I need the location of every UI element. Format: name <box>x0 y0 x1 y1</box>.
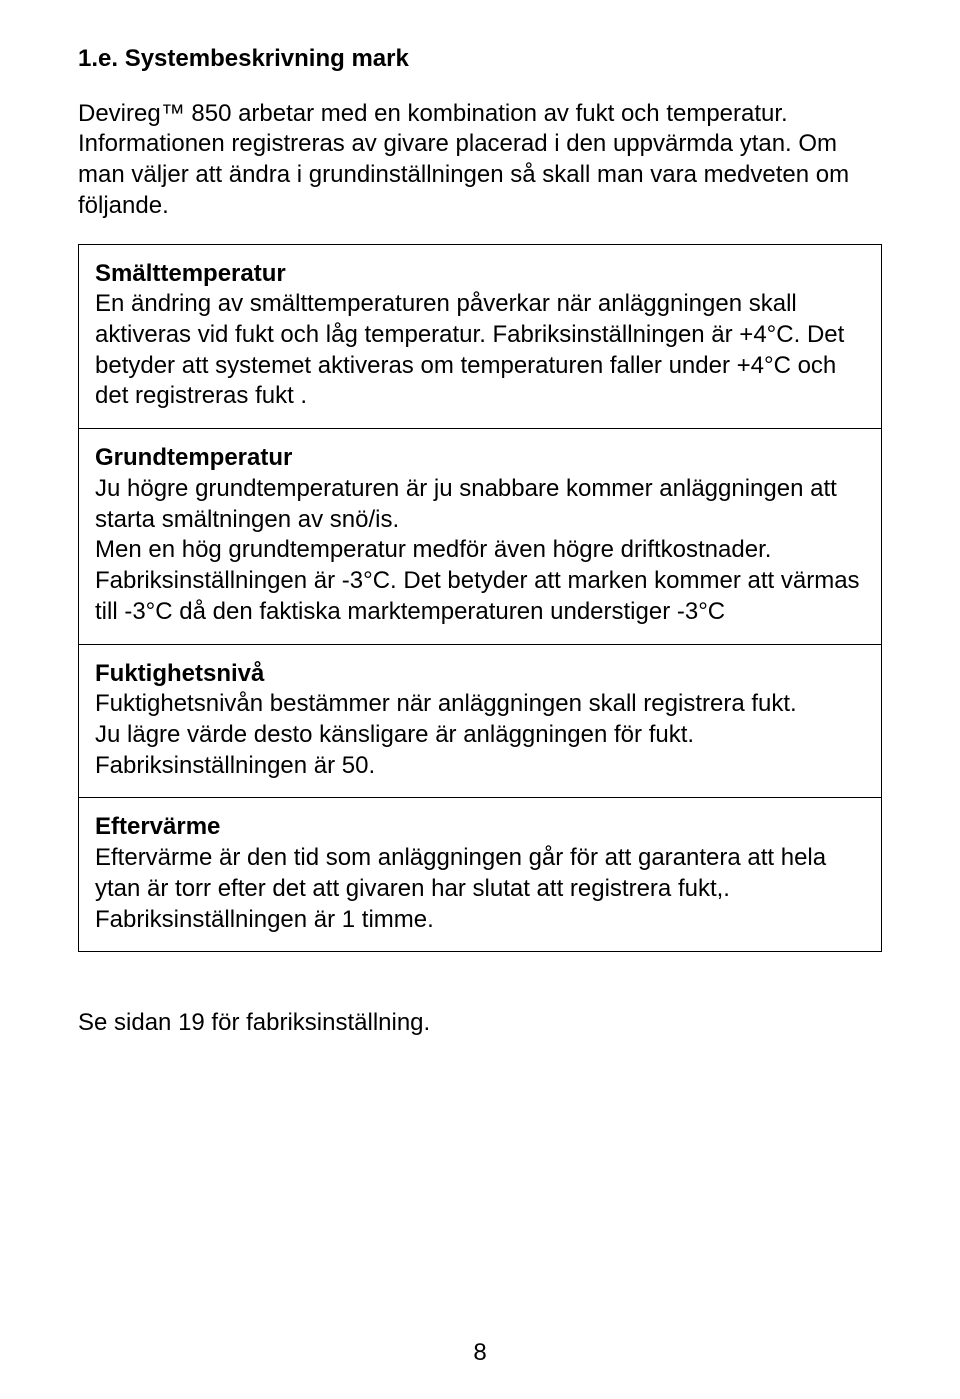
intro-paragraph: Devireg™ 850 arbetar med en kombination … <box>78 99 882 222</box>
definition-cell: Grundtemperatur Ju högre grundtemperatur… <box>79 429 881 644</box>
cell-title: Grundtemperatur <box>95 444 292 471</box>
cell-title: Smälttemperatur <box>95 260 286 287</box>
cell-body: En ändring av smälttemperaturen påverkar… <box>95 290 844 409</box>
definition-cell: Fuktighetsnivå Fuktighetsnivån bestämmer… <box>79 645 881 799</box>
definition-cell: Smälttemperatur En ändring av smälttempe… <box>79 245 881 430</box>
cell-body: Ju högre grundtemperaturen är ju snabbar… <box>95 475 860 625</box>
footer-reference: Se sidan 19 för fabriksinställning. <box>78 1008 882 1039</box>
cell-body: Fuktighetsnivån bestämmer när anläggning… <box>95 690 797 778</box>
cell-title: Fuktighetsnivå <box>95 660 264 687</box>
cell-body: Eftervärme är den tid som anläggningen g… <box>95 844 826 932</box>
cell-title: Eftervärme <box>95 813 220 840</box>
section-heading: 1.e. Systembeskrivning mark <box>78 44 882 75</box>
page-number: 8 <box>0 1338 960 1369</box>
definition-cell: Eftervärme Eftervärme är den tid som anl… <box>79 798 881 951</box>
definitions-box: Smälttemperatur En ändring av smälttempe… <box>78 244 882 953</box>
